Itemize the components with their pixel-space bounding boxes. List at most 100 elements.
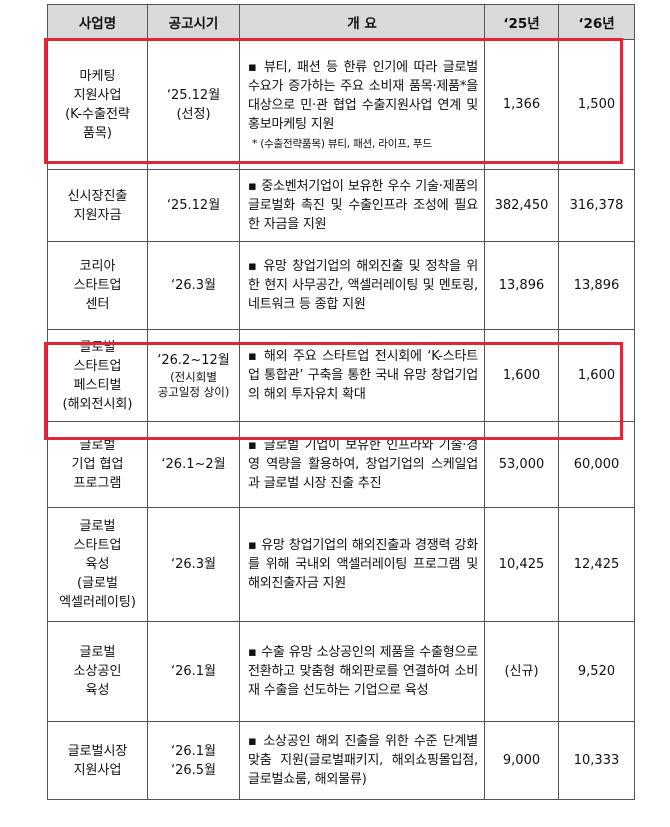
period-cell: ‘25.12월 (선정) [147, 39, 240, 170]
budget-2026-cell: 316,378 [558, 169, 635, 242]
text-line: 마케팅 [79, 68, 116, 84]
text-line: 지원사업 [73, 762, 122, 778]
text-line: (선정) [176, 106, 211, 122]
summary-cell: ▪ 유망 창업기업의 해외진출 및 정착을 위한 현지 사무공간, 액셀러레이팅… [239, 241, 485, 330]
text-line: ▪ 수출 유망 소상공인의 제품을 수출형으로 전환하고 맞춤형 해외판로를 연… [248, 645, 478, 698]
table-row: 코리아 스타트업 센터 ‘26.3월 ▪ 유망 창업기업의 해외진출 및 정착을 위한 … [47, 241, 635, 330]
period-cell: ‘26.3월 [147, 507, 240, 622]
summary-cell: ▪ 유망 창업기업의 해외진출과 경쟁력 강화를 위해 국내외 액셀러레이팅 프… [239, 507, 485, 622]
text-line: ▪ 유망 창업기업의 해외진출 및 정착을 위한 현지 사무공간, 액셀러레이팅… [248, 259, 478, 312]
header-period: 공고시기 [147, 4, 240, 40]
text-line: ‘26.3월 [170, 278, 217, 293]
budget-2026-cell: 1,500 [558, 39, 635, 170]
text-line: ‘26.3월 [170, 557, 217, 572]
text-line: ‘26.1~2월 [161, 457, 226, 472]
text-line: ▪ 글로벌 기업이 보유한 인프라와 기술·경영 역량을 활용하여, 창업기업의… [248, 438, 478, 491]
budget-2025-cell: 1,366 [484, 39, 559, 170]
period-cell: ‘26.1~2월 [147, 421, 240, 508]
text-line: ▪ 뷰티, 패션 등 한류 인기에 따라 글로벌 수요가 증가하는 주요 소비재… [248, 59, 478, 132]
budget-2025-cell: (신규) [484, 621, 559, 722]
text-line: ▪ 중소벤처기업이 보유한 우수 기술·제품의 글로벌화 촉진 및 수출인프라 … [248, 179, 478, 232]
period-cell: ‘26.1월 [147, 621, 240, 722]
period-cell: ‘26.3월 [147, 241, 240, 330]
header-2025: ‘25년 [484, 4, 559, 40]
text-line: 지원사업 [73, 87, 122, 103]
text-line: ‘26.2~12월 [157, 353, 230, 368]
budget-2025-cell: 382,450 [484, 169, 559, 242]
summary-cell: ▪ 해외 주요 스타트업 전시회에 ‘K-스타트업 통합관’ 구축을 통한 국내… [239, 329, 485, 422]
text-line: 프로그램 [73, 476, 122, 491]
text-line: * (수출전략품목) 뷰티, 패션, 라이프, 푸드 [252, 137, 432, 150]
header-row: 사업명 공고시기 개 요 ‘25년 ‘26년 [47, 4, 635, 40]
text-line: 글로벌시장 [67, 743, 128, 759]
text-line: ‘25.12월 [166, 198, 221, 213]
period-cell: ‘26.2~12월 (전시회별 공고일정 상이) [147, 329, 240, 422]
budget-2026-cell: 60,000 [558, 421, 635, 508]
budget-2025-cell: 13,896 [484, 241, 559, 330]
header-summary: 개 요 [239, 4, 485, 40]
text-line: (글로벌 [77, 576, 118, 591]
summary-cell: ▪ 소상공인 해외 진출을 위한 수준 단계별 맞춤 지원(글로벌패키지, 해외… [239, 721, 485, 800]
text-line: (해외전시회) [62, 396, 133, 412]
summary-cell: ▪ 글로벌 기업이 보유한 인프라와 기술·경영 역량을 활용하여, 창업기업의… [239, 421, 485, 508]
text-line: 글로벌 [79, 519, 116, 534]
summary-cell: ▪ 뷰티, 패션 등 한류 인기에 따라 글로벌 수요가 증가하는 주요 소비재… [239, 39, 485, 170]
budget-2026-cell: 10,333 [558, 721, 635, 800]
budget-2026-cell: 13,896 [558, 241, 635, 330]
period-cell: ‘26.1월 ‘26.5월 [147, 721, 240, 800]
text-line: 글로벌 [79, 339, 116, 355]
text-line: ‘25.12월 [166, 87, 221, 103]
text-line: 스타트업 [73, 358, 122, 374]
header-name: 사업명 [47, 4, 148, 40]
budget-2025-cell: 1,600 [484, 329, 559, 422]
text-line: ▪ 해외 주요 스타트업 전시회에 ‘K-스타트업 통합관’ 구축을 통한 국내… [248, 349, 478, 402]
text-line: 스타트업 [73, 278, 122, 293]
text-line: (K-수출전략 [65, 106, 130, 122]
text-line: 공고일정 상이) [157, 385, 230, 399]
budget-2025-cell: 10,425 [484, 507, 559, 622]
text-line: 글로벌 [79, 438, 116, 453]
period-cell: ‘25.12월 [147, 169, 240, 242]
program-name-cell: 코리아 스타트업 센터 [47, 241, 148, 330]
budget-2026-cell: 9,520 [558, 621, 635, 722]
text-line: ▪ 소상공인 해외 진출을 위한 수준 단계별 맞춤 지원(글로벌패키지, 해외… [248, 734, 478, 787]
budget-2026-cell: 1,600 [558, 329, 635, 422]
text-line: ‘26.1월 [170, 664, 217, 679]
text-line: 신시장진출 [67, 188, 128, 204]
text-line: (전시회별 [170, 370, 217, 384]
program-name-cell: 글로벌 스타트업 육성 (글로벌 엑셀러레이팅) [47, 507, 148, 622]
text-line: 글로벌 [79, 645, 116, 660]
summary-cell: ▪ 중소벤처기업이 보유한 우수 기술·제품의 글로벌화 촉진 및 수출인프라 … [239, 169, 485, 242]
budget-2025-cell: 9,000 [484, 721, 559, 800]
text-line: 소상공인 [73, 664, 122, 679]
text-line: ▪ 유망 창업기업의 해외진출과 경쟁력 강화를 위해 국내외 액셀러레이팅 프… [248, 538, 478, 591]
text-line: 육성 [85, 683, 110, 698]
text-line: ‘26.1월 [170, 743, 217, 759]
text-line: 스타트업 [73, 538, 122, 553]
text-line: 지원자금 [73, 207, 122, 223]
budget-2026-cell: 12,425 [558, 507, 635, 622]
table-row: 글로벌 스타트업 육성 (글로벌 엑셀러레이팅) ‘26.3월 ▪ 유망 창업기업의 해외진… [47, 507, 635, 622]
text-line: ‘26.5월 [170, 762, 217, 778]
text-line: 품목) [83, 125, 112, 141]
header-2026: ‘26년 [558, 4, 635, 40]
text-line: 기업 협업 [71, 457, 124, 472]
text-line: 육성 [85, 557, 110, 572]
text-line: 코리아 [79, 259, 116, 274]
text-line: 페스티벌 [73, 377, 122, 393]
summary-cell: ▪ 수출 유망 소상공인의 제품을 수출형으로 전환하고 맞춤형 해외판로를 연… [239, 621, 485, 722]
budget-2025-cell: 53,000 [484, 421, 559, 508]
